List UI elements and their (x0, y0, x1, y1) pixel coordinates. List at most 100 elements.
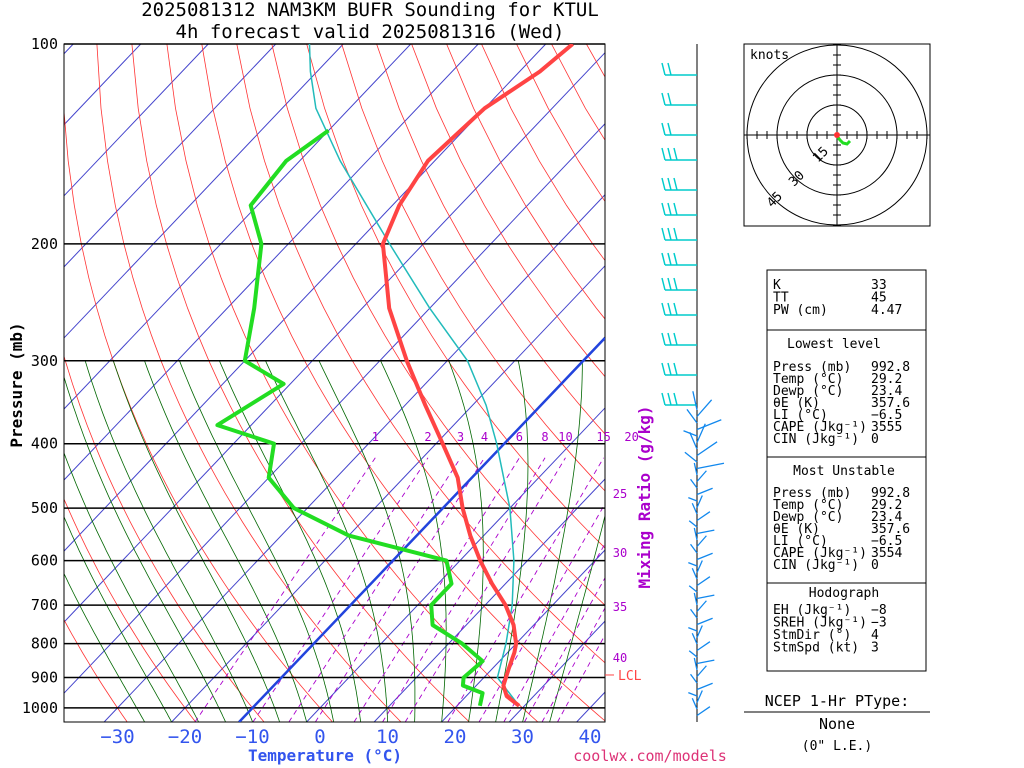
chart-title-line2: 4h forecast valid 2025081316 (Wed) (176, 21, 565, 43)
wind-barb (661, 147, 697, 161)
index-value: 3555 (871, 420, 902, 435)
wind-barb-staff (691, 502, 698, 515)
index-value: 357.6 (871, 396, 910, 411)
wind-barb-flag (673, 332, 678, 346)
wind-barb-staff (696, 600, 707, 612)
wind-barb-staff (688, 627, 698, 632)
wind-barb (661, 62, 697, 76)
wind-barb (690, 543, 698, 554)
hodograph-ticks (746, 44, 928, 226)
index-name: CIN (Jkg⁻¹) (773, 558, 859, 573)
wind-barb (693, 592, 698, 606)
wind-barb-staff (690, 478, 698, 489)
hodograph-units-label: knots (750, 48, 789, 63)
isotherm-line (441, 549, 605, 722)
wind-barb-staff (686, 408, 698, 424)
wind-barb-staff (696, 560, 703, 573)
index-value: 3 (871, 641, 879, 656)
parcel-trace-line (308, 44, 520, 707)
temperature-profile-line (380, 44, 574, 708)
pressure-tick-label: 700 (31, 596, 58, 614)
temperature-tick-label: −20 (168, 726, 202, 748)
isotherm-lines (64, 44, 605, 722)
wind-barb (696, 560, 703, 573)
dry-adiabat-line (411, 44, 605, 378)
wind-barb-staff (693, 462, 698, 476)
wind-barb-staff (696, 576, 711, 587)
wind-barb-staff (696, 441, 718, 457)
wind-barb (661, 252, 697, 266)
index-name: CAPE (Jkg⁻¹) (773, 546, 867, 561)
wind-barb-flag (667, 362, 672, 376)
wind-barb (696, 399, 713, 417)
moist-adiabat-line (64, 515, 172, 722)
wind-barb-flag (667, 332, 672, 346)
mixing-ratio-tick-label: 4 (481, 430, 488, 444)
indices-panel: K 33 TT 45 PW (cm) 4.47 Press (mb) 992.8 Temp (°… (766, 269, 927, 672)
dry-adiabat-line (64, 498, 196, 722)
ptype-value: None (819, 715, 855, 733)
wind-barb-flag (661, 252, 666, 266)
wind-barb (696, 690, 703, 703)
isotherm-line (64, 51, 605, 623)
mixing-ratio-line (404, 457, 566, 722)
index-name: K (773, 278, 781, 293)
wind-barb (661, 392, 697, 406)
isotherm-line (64, 122, 605, 694)
wind-barb-staff (696, 487, 713, 496)
temperature-tick-label: −10 (235, 726, 269, 748)
wind-barb (696, 462, 725, 470)
dry-adiabat-lines (64, 44, 605, 722)
mixing-ratio-line (288, 457, 461, 722)
wind-barb-flag (667, 392, 672, 406)
mixing-ratio-right-labels: 25 30 35 40 (613, 487, 627, 665)
wind-barb-staff (696, 419, 722, 431)
wind-barb (661, 122, 697, 136)
wind-barb-flag (673, 227, 678, 241)
wind-barb-flag (661, 392, 666, 406)
wind-barb-staff (696, 682, 713, 691)
dry-adiabat-line (201, 44, 605, 722)
pressure-tick-label: 900 (31, 669, 58, 687)
plot-frame (63, 43, 606, 723)
wind-barb (696, 441, 718, 457)
dry-adiabat-line (166, 44, 539, 722)
wind-barb (689, 432, 698, 450)
pressure-tick-label: 200 (31, 235, 58, 253)
mixing-ratio-tick-label: 20 (624, 430, 638, 444)
indices-frame (766, 269, 927, 672)
wind-barb (696, 419, 722, 431)
wind-barb-flag (673, 392, 678, 406)
wind-barb-staff (688, 497, 698, 502)
isotherm-line (171, 265, 605, 722)
index-name: Dewp (°C) (773, 510, 843, 525)
moist-adiabat-lines (64, 360, 605, 722)
temperature-tick-label: 40 (579, 726, 602, 748)
wind-barb-staff (696, 399, 713, 417)
isotherm-line (103, 194, 605, 722)
wind-barb-staff (689, 432, 698, 450)
index-value: 45 (871, 291, 887, 306)
wind-barb (696, 511, 711, 522)
wind-barb-staff (696, 511, 711, 522)
wind-barb-staff (696, 659, 715, 665)
wind-barb-staff (690, 673, 698, 684)
wind-barb-staff (696, 706, 711, 717)
mixing-ratio-right-label: 30 (613, 546, 627, 560)
dry-adiabat-line (236, 44, 605, 664)
pressure-axis-label: Pressure (mb) (7, 322, 26, 447)
index-name: Press (mb) (773, 486, 851, 501)
wind-barb (690, 673, 698, 684)
wind-barb-staff (688, 692, 698, 697)
index-value: −3 (871, 616, 887, 631)
ptype-liquid-equivalent: (0" L.E.) (802, 739, 872, 754)
wind-barb (690, 608, 698, 619)
index-value: 23.4 (871, 384, 902, 399)
wind-barb-staff (696, 495, 703, 508)
dry-adiabat-line (64, 354, 265, 722)
hodograph-storm-motion (834, 132, 840, 138)
wind-barb-staff (696, 690, 703, 703)
wind-barb-flag (667, 227, 672, 241)
wind-barb-flag (673, 252, 678, 266)
wind-barb-flag (673, 177, 678, 191)
